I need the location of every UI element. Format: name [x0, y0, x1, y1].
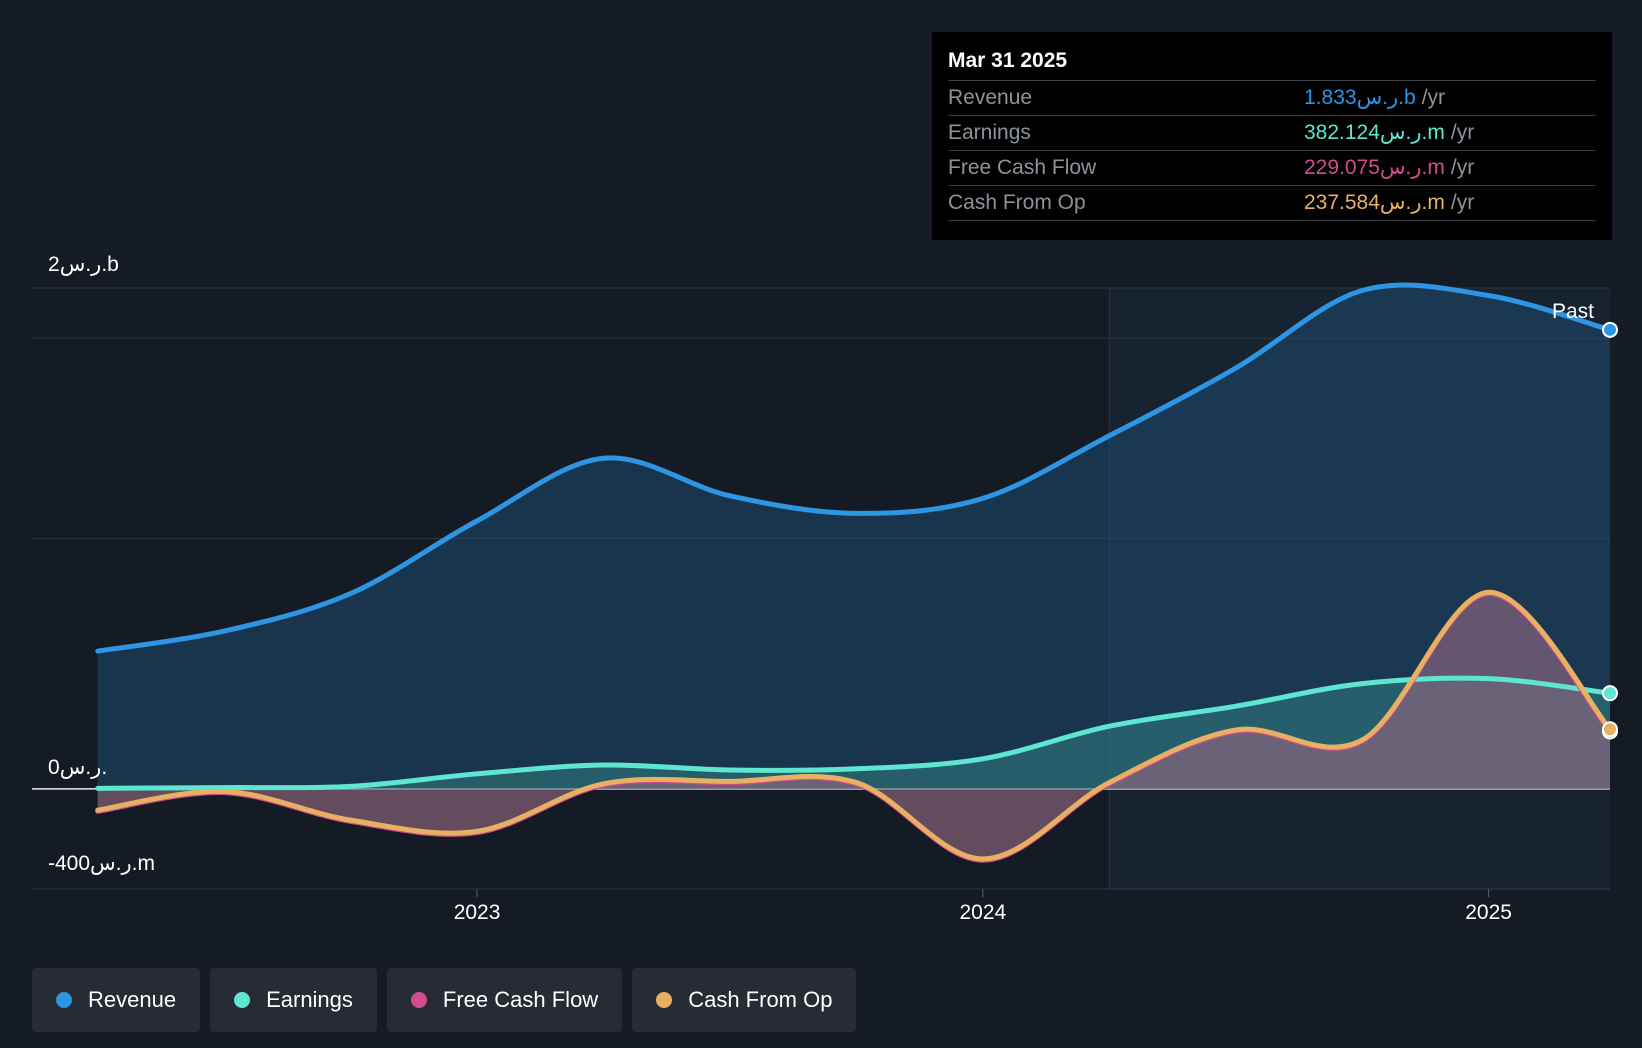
tooltip-label: Earnings: [948, 121, 1031, 144]
legend-label: Cash From Op: [688, 987, 833, 1012]
line-earnings: [95, 675, 1613, 791]
line-cash-from-op: [95, 589, 1613, 862]
area-earnings: [97, 678, 1610, 789]
end-point-earnings: [1602, 685, 1618, 702]
tooltip-label: Cash From Op: [948, 191, 1086, 214]
tooltip-value: 237.584ر.س.m: [1304, 191, 1445, 214]
y-tick-label-top: 2ر.س.b: [48, 253, 119, 276]
tooltip-row-revenue: Revenue 1.833ر.س.b /yr: [948, 80, 1596, 115]
y-tick-label-zero: 0ر.س.: [48, 755, 108, 779]
legend-dot-icon: [656, 992, 673, 1008]
area-revenue: [97, 284, 1610, 789]
legend-label: Revenue: [88, 987, 177, 1012]
x-tick-label-2023: 2023: [453, 901, 501, 924]
tooltip-row-free-cash-flow: Free Cash Flow 229.075ر.س.m /yr: [948, 150, 1596, 185]
tooltip: Mar 31 2025 Revenue 1.833ر.س.b /yr Earni…: [932, 32, 1612, 240]
tooltip-unit: /yr: [1450, 191, 1475, 214]
legend-item-earnings[interactable]: Earnings: [210, 968, 377, 1032]
tooltip-value: 229.075ر.س.m: [1304, 156, 1445, 179]
legend-item-revenue[interactable]: Revenue: [32, 968, 201, 1032]
legend-label: Earnings: [266, 987, 353, 1012]
legend-dot-icon: [410, 992, 427, 1008]
tooltip-unit: /yr: [1450, 121, 1475, 144]
tooltip-row-earnings: Earnings 382.124ر.س.m /yr: [948, 115, 1596, 150]
area-cash-from-op: [97, 592, 1610, 859]
line-revenue: [95, 282, 1613, 654]
tooltip-unit: /yr: [1450, 156, 1475, 179]
end-point-revenue: [1602, 321, 1618, 338]
legend-item-free-cash-flow[interactable]: Free Cash Flow: [386, 968, 623, 1032]
tooltip-value: 1.833ر.س.b: [1304, 86, 1416, 109]
past-label: Past: [1551, 300, 1594, 323]
end-point-cash-from-op: [1602, 721, 1618, 738]
legend-item-cash-from-op[interactable]: Cash From Op: [632, 968, 857, 1032]
tooltip-row-cash-from-op: Cash From Op 237.584ر.س.m /yr: [948, 185, 1596, 221]
tooltip-label: Free Cash Flow: [948, 156, 1097, 179]
x-tick-label-2024: 2024: [959, 901, 1007, 924]
tooltip-value: 382.124ر.س.m: [1304, 121, 1445, 144]
legend: Revenue Earnings Free Cash Flow Cash Fro…: [32, 968, 857, 1032]
legend-label: Free Cash Flow: [442, 987, 599, 1012]
tooltip-unit: /yr: [1421, 86, 1446, 109]
tooltip-label: Revenue: [948, 86, 1033, 109]
legend-dot-icon: [234, 992, 251, 1008]
legend-dot-icon: [56, 992, 72, 1008]
area-free-cash-flow: [97, 593, 1610, 861]
y-tick-label-bottom: -400ر.س.m: [48, 852, 155, 875]
x-tick-label-2025: 2025: [1465, 901, 1512, 924]
tooltip-date: Mar 31 2025: [948, 49, 1068, 72]
